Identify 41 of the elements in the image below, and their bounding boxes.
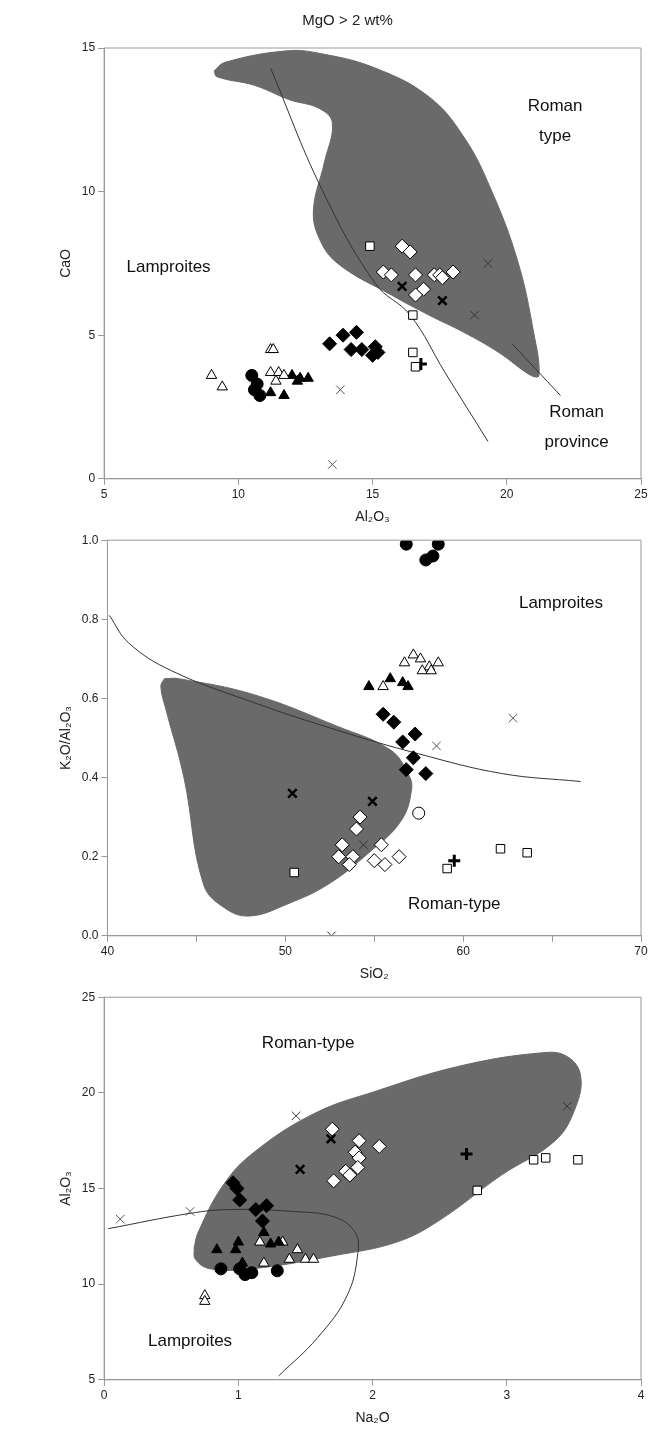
x-axis-title: Al₂O₃	[355, 508, 390, 525]
chart-title: MgO > 2 wt%	[302, 11, 393, 29]
y-tick-label: 15	[81, 40, 96, 55]
y-tick-label: 0	[88, 471, 96, 486]
x-tick-label: 3	[503, 1388, 511, 1403]
y-tick-label: 10	[81, 1276, 96, 1291]
annotation: Lamproites	[126, 257, 211, 277]
annotation: Lamproites	[147, 1331, 233, 1351]
x-tick-label: 10	[231, 487, 246, 502]
x-tick-label: 40	[100, 944, 115, 959]
x-axis-title: Na₂O	[355, 1409, 390, 1426]
y-tick-label: 0.0	[81, 928, 99, 943]
y-axis-title: CaO	[57, 248, 74, 278]
y-tick-label: 0.6	[81, 690, 99, 705]
y-tick-label: 0.2	[81, 848, 99, 863]
annotation: Roman province	[544, 401, 609, 451]
y-tick-label: 10	[81, 183, 96, 198]
annotation: Roman type	[527, 95, 583, 145]
y-tick-label: 25	[81, 989, 96, 1004]
x-tick-label: 1	[235, 1388, 243, 1403]
y-tick-label: 1.0	[81, 532, 99, 547]
y-tick-label: 5	[88, 327, 96, 342]
x-tick-label: 15	[365, 487, 380, 502]
y-tick-label: 5	[88, 1372, 96, 1387]
y-tick-label: 15	[81, 1180, 96, 1195]
x-axis-title: SiO₂	[359, 965, 389, 982]
y-axis-title: Al₂O₃	[57, 1171, 74, 1206]
y-axis-title: K₂O/Al₂O₃	[57, 705, 74, 771]
x-tick-label: 25	[634, 487, 648, 502]
y-tick-label: 0.8	[81, 611, 99, 626]
x-tick-label: 70	[634, 944, 648, 959]
y-tick-label: 0.4	[81, 769, 99, 784]
annotation: Roman-type	[261, 1032, 355, 1052]
x-tick-label: 4	[637, 1388, 645, 1403]
annotation: Lamproites	[518, 593, 604, 613]
x-tick-label: 50	[278, 944, 293, 959]
x-tick-label: 60	[456, 944, 471, 959]
y-tick-label: 20	[81, 1085, 96, 1100]
x-tick-label: 20	[500, 487, 514, 502]
x-tick-label: 2	[369, 1388, 377, 1403]
annotation: Roman-type	[407, 893, 501, 913]
